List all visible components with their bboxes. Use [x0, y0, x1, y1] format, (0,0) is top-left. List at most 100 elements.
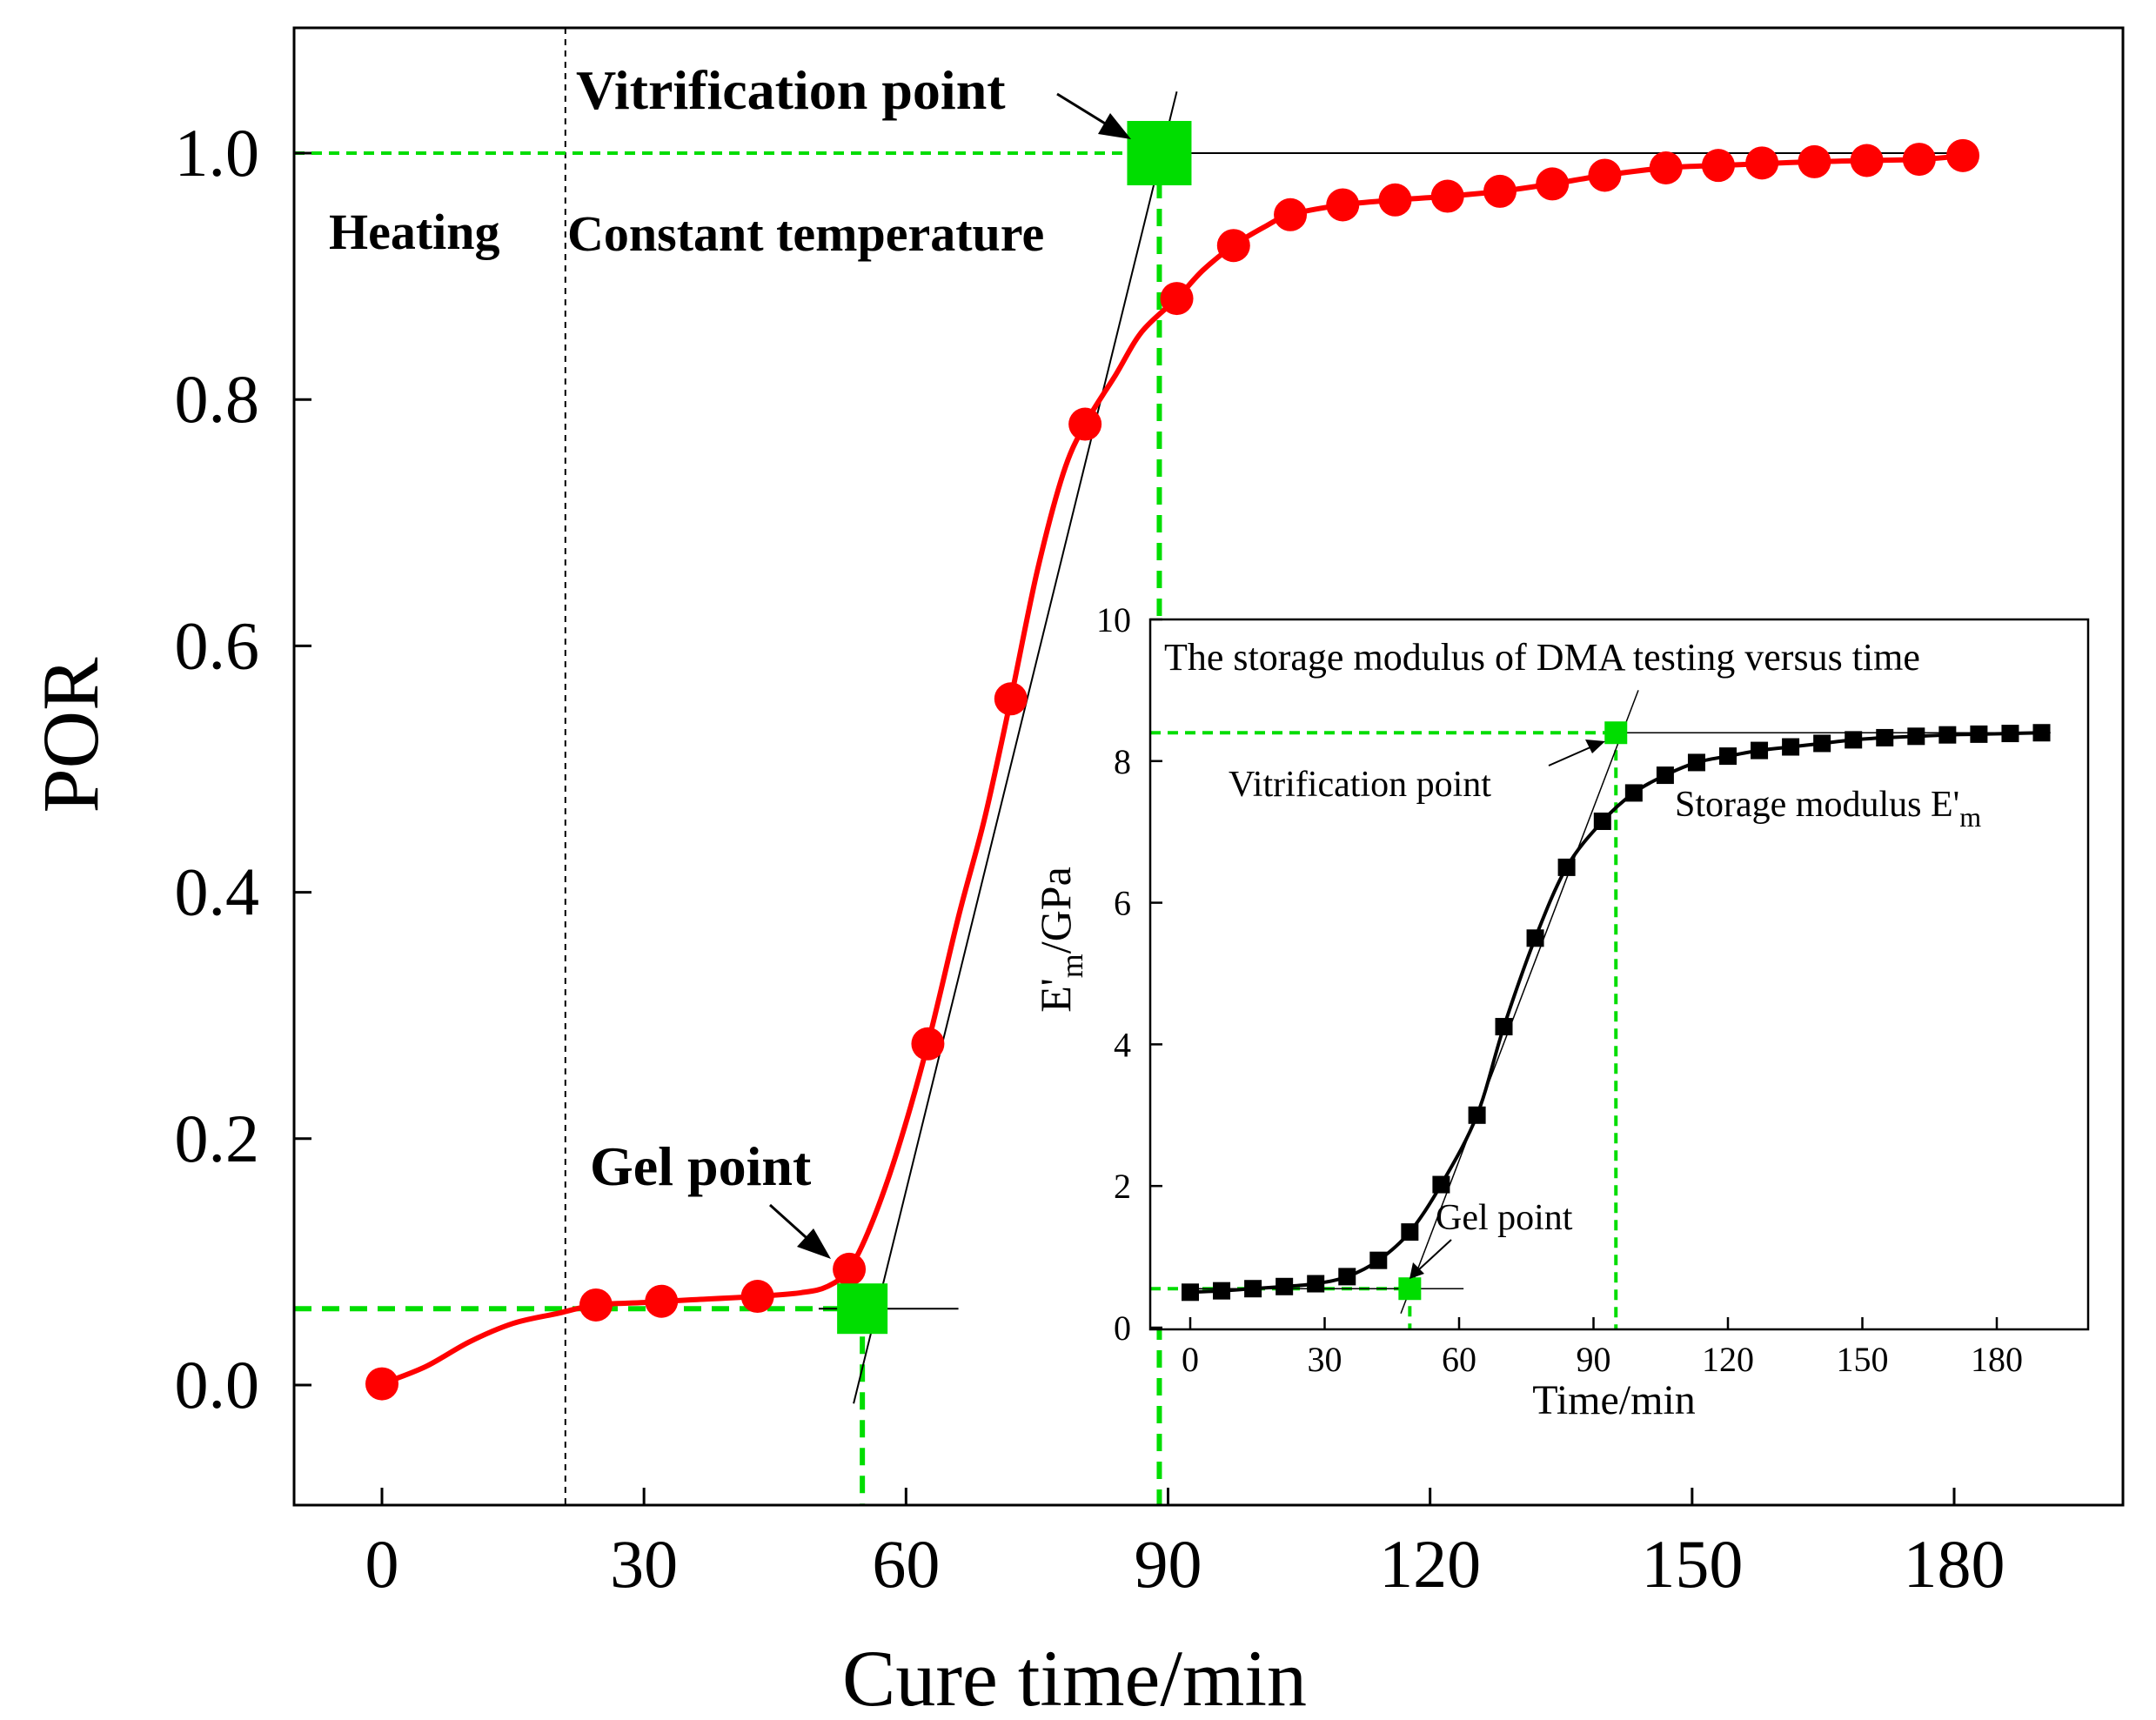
- modulus-marker: [1593, 812, 1611, 830]
- main-plot: 0 30 60 90 120 150 180 0.00.20.40.60.81.0 Cure…: [26, 26, 2125, 1720]
- main-y-tick-label: 0.6: [175, 607, 260, 683]
- inset-tangent-line: [1400, 690, 1639, 1314]
- inset-y-tick-label: 2: [1114, 1167, 1131, 1206]
- inset-y-tick-label: 10: [1096, 600, 1131, 639]
- inset-legend-main: Storage modulus E': [1675, 785, 1959, 825]
- main-plot-frame: [292, 26, 2125, 1507]
- por-marker: [1850, 144, 1884, 177]
- main-x-ticks: 0 30 60 90 120 150 180: [365, 1488, 2005, 1602]
- inset-x-ticks: 0 30 60 90 120 150 180: [1182, 1317, 2023, 1379]
- inset-y-tick-label: 8: [1114, 742, 1131, 781]
- steep-tangent-line: [853, 90, 1178, 1404]
- vitrification-arrow: [1056, 92, 1131, 139]
- inset-x-tick-label: 120: [1702, 1340, 1754, 1379]
- inset-y-label-main: E': [1031, 978, 1080, 1013]
- modulus-marker: [1369, 1251, 1388, 1269]
- inset-plot: 0 30 60 90 120 150 180 0 2 4 6 8 10 The storage mod…: [1031, 600, 2090, 1423]
- main-y-tick-label: 0.8: [175, 361, 260, 437]
- inset-gel-arrow: [1409, 1239, 1452, 1279]
- inset-x-tick-label: 30: [1308, 1340, 1342, 1379]
- inset-y-label-sub: m: [1055, 954, 1089, 978]
- modulus-marker: [1213, 1282, 1231, 1300]
- inset-vitrification-arrow: [1548, 740, 1605, 766]
- modulus-marker: [1182, 1283, 1199, 1302]
- por-marker: [1701, 149, 1735, 183]
- modulus-marker: [1468, 1106, 1486, 1124]
- main-x-axis-label: Cure time/min: [842, 1634, 1307, 1720]
- por-marker: [1274, 197, 1308, 231]
- por-marker: [1536, 167, 1570, 201]
- por-markers: [365, 138, 1980, 1401]
- vitrification-point-marker: [1127, 121, 1192, 185]
- inset-y-tick-label: 4: [1114, 1025, 1131, 1064]
- por-marker: [911, 1027, 945, 1061]
- heating-label: Heating: [329, 204, 500, 260]
- por-marker: [1216, 229, 1250, 263]
- por-marker: [1946, 138, 1980, 172]
- modulus-marker: [1719, 747, 1737, 766]
- modulus-marker: [1907, 727, 1925, 746]
- gel-point-annotation: Gel point: [590, 1135, 812, 1197]
- main-x-tick-label: 150: [1641, 1526, 1743, 1602]
- inset-vitrification-annotation: Vitrification point: [1229, 765, 1491, 805]
- modulus-marker: [1557, 858, 1576, 876]
- por-marker: [1745, 146, 1779, 180]
- por-marker: [579, 1288, 613, 1322]
- main-x-tick-label: 180: [1904, 1526, 2005, 1602]
- modulus-marker: [1276, 1277, 1294, 1295]
- modulus-marker: [1751, 741, 1769, 760]
- modulus-marker: [1526, 929, 1544, 947]
- main-y-tick-label: 0.0: [175, 1347, 260, 1422]
- inset-title: The storage modulus of DMA testing versu…: [1164, 636, 1920, 679]
- inset-gel-point-marker: [1398, 1277, 1422, 1301]
- por-marker: [1902, 143, 1936, 177]
- modulus-marker: [1432, 1175, 1450, 1194]
- constant-temperature-label: Constant temperature: [567, 205, 1044, 262]
- main-y-ticks: 0.0 0.2 0.4 0.6 0.8 1.0: [175, 115, 311, 1422]
- por-marker: [833, 1252, 867, 1286]
- por-marker: [1378, 183, 1412, 217]
- gel-arrow: [768, 1203, 831, 1259]
- main-x-tick-label: 0: [365, 1526, 399, 1602]
- modulus-marker: [1244, 1280, 1262, 1298]
- modulus-marker: [1876, 728, 1894, 746]
- por-marker: [365, 1367, 398, 1401]
- main-y-tick-label: 1.0: [175, 115, 260, 191]
- por-marker: [1588, 158, 1622, 192]
- modulus-marker: [1782, 738, 1800, 756]
- por-marker: [1798, 144, 1831, 178]
- por-marker: [1326, 188, 1360, 222]
- inset-gel-annotation: Gel point: [1436, 1198, 1573, 1238]
- main-x-tick-label: 30: [610, 1526, 678, 1602]
- por-marker: [1430, 179, 1464, 213]
- inset-special-points: [1398, 721, 1628, 1301]
- inset-x-tick-label: 90: [1577, 1340, 1611, 1379]
- por-marker: [1483, 174, 1517, 208]
- modulus-marker: [1970, 725, 1988, 743]
- modulus-marker: [1938, 726, 1957, 744]
- por-marker: [645, 1284, 679, 1318]
- por-marker: [1160, 282, 1194, 316]
- main-x-tick-label: 60: [872, 1526, 940, 1602]
- inset-x-tick-label: 150: [1837, 1340, 1889, 1379]
- modulus-marker: [1338, 1268, 1356, 1286]
- inset-series-legend: Storage modulus E'm: [1675, 785, 1981, 833]
- inset-y-tick-label: 6: [1114, 884, 1131, 923]
- main-x-tick-label: 120: [1379, 1526, 1481, 1602]
- main-y-tick-label: 0.2: [175, 1101, 260, 1176]
- modulus-marker: [1495, 1018, 1513, 1036]
- vitrification-point-annotation: Vitrification point: [576, 59, 1006, 121]
- inset-y-ticks: 0 2 4 6 8 10: [1096, 600, 1162, 1348]
- modulus-marker: [2032, 724, 2051, 742]
- gel-point-marker: [837, 1283, 888, 1335]
- inset-legend-sub: m: [1959, 801, 1981, 833]
- por-marker: [1068, 407, 1102, 441]
- inset-frame: [1148, 618, 2090, 1331]
- modulus-marker: [2001, 725, 2019, 743]
- por-marker: [994, 682, 1028, 716]
- modulus-marker: [1307, 1275, 1325, 1293]
- inset-y-label-rest: /GPa: [1031, 867, 1080, 954]
- inset-x-axis-label: Time/min: [1532, 1377, 1696, 1423]
